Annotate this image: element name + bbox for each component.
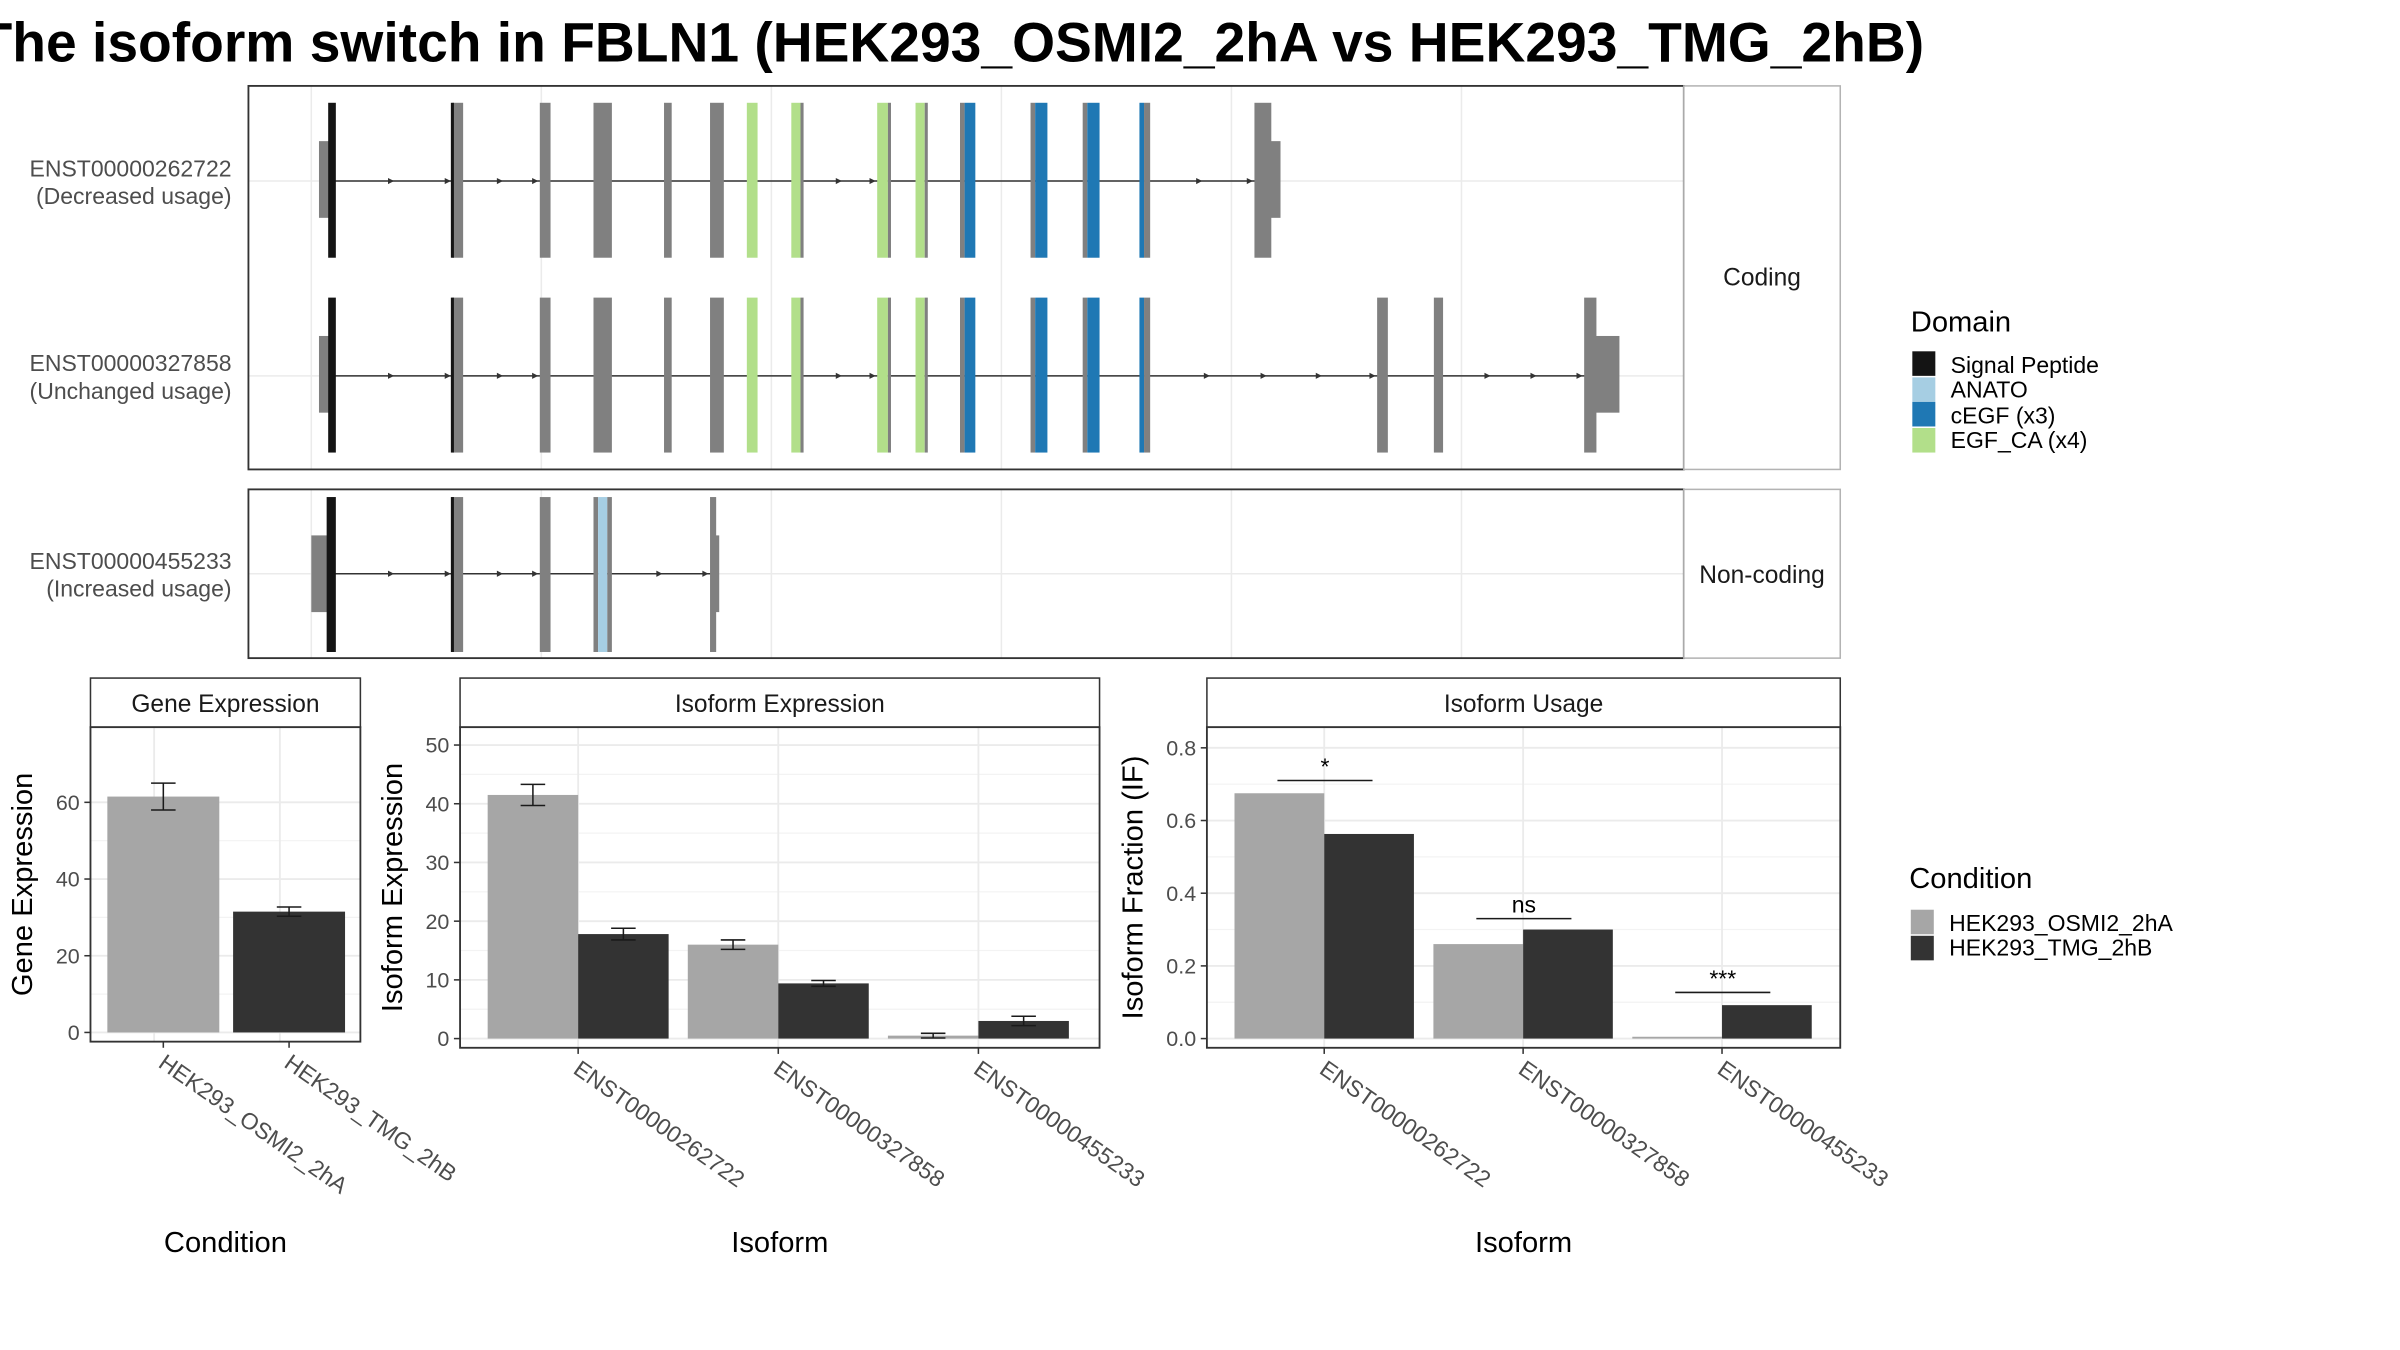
y-tick-label: 0.8: [1166, 736, 1196, 760]
x-tick-label: ENST00000455233: [1713, 1055, 1893, 1192]
legend-swatch-egf-ca: [1912, 428, 1936, 453]
legend-domain-title: Domain: [1911, 306, 2011, 338]
y-axis-label: Isoform Fraction (IF): [1117, 756, 1149, 1020]
legend-domain: Domain Signal Peptide ANATO cEGF (x3) EG…: [1911, 306, 2099, 453]
panel-frame: [459, 726, 1101, 1049]
bar: [1632, 1036, 1723, 1039]
legend-label: ANATO: [1951, 376, 2028, 402]
x-tick-label: ENST00000327858: [769, 1055, 949, 1192]
bar: [778, 983, 869, 1039]
intron-arrows-noncoding: [387, 570, 709, 577]
y-tick-label: 40: [425, 792, 449, 816]
y-tick-label: 0.0: [1166, 1027, 1196, 1051]
y-tick-label: 50: [425, 734, 449, 758]
x-axis-label: Condition: [164, 1227, 287, 1259]
transcript-usage-label: (Increased usage): [46, 576, 231, 602]
y-tick-label: 60: [56, 791, 80, 815]
x-axis-label: Isoform: [1475, 1227, 1572, 1259]
significance-label: ***: [1709, 965, 1736, 991]
bar: [233, 911, 346, 1033]
bar: [687, 944, 779, 1039]
transcript-exons-enst00000455233: [311, 497, 720, 652]
chart-isoform-usage: Isoform Usage ENST00000262722 ENST00000327…: [1117, 677, 1893, 1259]
legend-condition: Condition HEK293_OSMI2_2hA HEK293_TMG_2h…: [1909, 863, 2173, 961]
transcript-exons-enst00000327858: [318, 297, 1620, 453]
y-tick-label: 30: [425, 851, 449, 875]
bar: [1722, 1005, 1812, 1039]
facet-strip: [1206, 677, 1842, 728]
legend-swatch-cond-a: [1910, 909, 1934, 935]
intron-arrows-coding: [387, 177, 1583, 379]
panel-title: Isoform Expression: [675, 691, 885, 718]
legend-label: cEGF (x3): [1951, 402, 2056, 428]
legend-swatch-cond-b: [1910, 935, 1934, 961]
transcript-usage-label: (Decreased usage): [36, 183, 232, 209]
facet-strip-coding: Coding: [1723, 264, 1801, 291]
facet-strip: [459, 677, 1101, 728]
y-tick-label: 0: [437, 1027, 449, 1051]
x-tick-label: ENST00000262722: [1315, 1055, 1495, 1192]
y-tick-label: 0.6: [1166, 809, 1196, 833]
y-axis-label: Gene Expression: [7, 773, 39, 996]
panel-frame: [89, 726, 362, 1043]
panel-title: Isoform Usage: [1444, 691, 1603, 718]
x-tick-label: ENST00000262722: [569, 1055, 749, 1192]
bar: [978, 1020, 1069, 1039]
bar: [1324, 833, 1414, 1039]
y-tick-label: 0.4: [1166, 882, 1196, 906]
x-axis-label: Isoform: [731, 1227, 828, 1259]
figure-title: The isoform switch in FBLN1 (HEK293_OSMI…: [0, 11, 1924, 73]
legend-label: HEK293_OSMI2_2hA: [1949, 910, 2173, 936]
transcript-usage-label: (Unchanged usage): [30, 378, 232, 404]
structure-panel-coding: Coding: [247, 84, 1842, 471]
structure-panel-noncoding: Non-coding: [247, 488, 1842, 660]
legend-swatch-anato: [1912, 377, 1936, 402]
facet-strip-noncoding: Non-coding: [1699, 562, 1824, 589]
legend-label: HEK293_TMG_2hB: [1949, 935, 2152, 961]
legend-condition-title: Condition: [1909, 863, 2032, 895]
transcript-id-label: ENST00000455233: [30, 548, 232, 574]
y-tick-label: 40: [56, 868, 80, 892]
transcript-id-label: ENST00000262722: [30, 155, 232, 181]
y-tick-label: 20: [56, 944, 80, 968]
y-tick-label: 10: [425, 969, 449, 993]
panel-frame: [1205, 726, 1842, 1049]
bar: [487, 794, 579, 1039]
panel-title: Gene Expression: [131, 691, 319, 718]
transcript-id-label: ENST00000327858: [30, 350, 232, 376]
legend-label: EGF_CA (x4): [1951, 427, 2088, 453]
x-tick-label: ENST00000327858: [1514, 1055, 1694, 1192]
legend-swatch-signal-peptide: [1912, 351, 1936, 376]
bar: [1234, 793, 1325, 1039]
legend-label: Signal Peptide: [1951, 352, 2099, 378]
y-tick-label: 0.2: [1166, 955, 1196, 979]
x-tick-label: ENST00000455233: [969, 1055, 1149, 1192]
bar: [107, 796, 220, 1033]
legend-swatch-cegf: [1912, 401, 1936, 427]
y-tick-label: 20: [425, 910, 449, 934]
facet-strip: [89, 677, 362, 728]
transcript-exons-enst00000262722: [318, 102, 1281, 258]
significance-label: ns: [1512, 892, 1536, 918]
bar: [1433, 944, 1524, 1039]
y-axis-label: Isoform Expression: [377, 763, 409, 1012]
transcript-labels: ENST00000262722 (Decreased usage) ENST00…: [30, 155, 232, 601]
y-tick-label: 0: [68, 1021, 80, 1045]
bar: [1523, 929, 1613, 1039]
significance-label: *: [1321, 753, 1330, 779]
bar: [578, 934, 669, 1039]
